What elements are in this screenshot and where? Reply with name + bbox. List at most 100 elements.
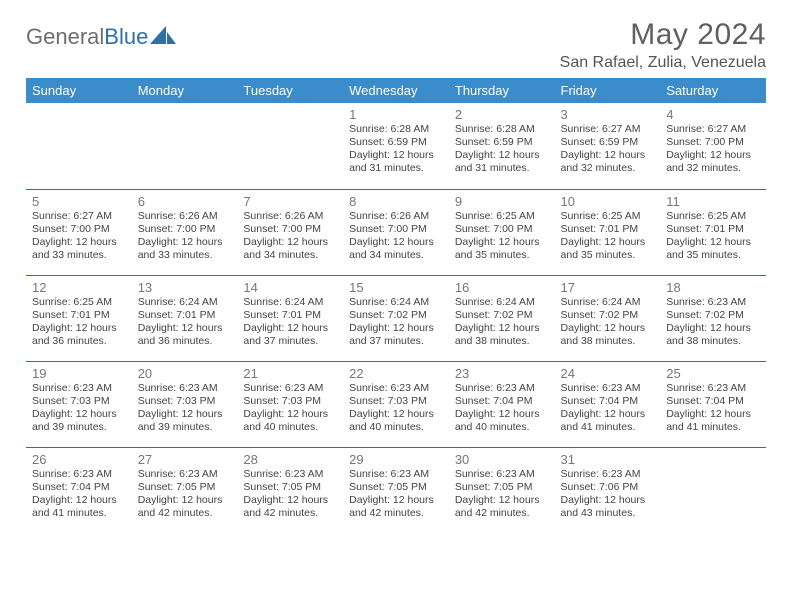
day-number: 12 bbox=[32, 280, 126, 295]
day-info: Sunrise: 6:26 AMSunset: 7:00 PMDaylight:… bbox=[138, 210, 232, 263]
calendar-cell: 16Sunrise: 6:24 AMSunset: 7:02 PMDayligh… bbox=[449, 275, 555, 361]
day-info: Sunrise: 6:24 AMSunset: 7:02 PMDaylight:… bbox=[349, 296, 443, 349]
day-number: 29 bbox=[349, 452, 443, 467]
calendar-cell: 22Sunrise: 6:23 AMSunset: 7:03 PMDayligh… bbox=[343, 361, 449, 447]
weekday-header: Monday bbox=[132, 78, 238, 103]
day-number: 22 bbox=[349, 366, 443, 381]
calendar-cell: 10Sunrise: 6:25 AMSunset: 7:01 PMDayligh… bbox=[555, 189, 661, 275]
day-number: 11 bbox=[666, 194, 760, 209]
day-info: Sunrise: 6:25 AMSunset: 7:01 PMDaylight:… bbox=[32, 296, 126, 349]
day-info: Sunrise: 6:23 AMSunset: 7:06 PMDaylight:… bbox=[561, 468, 655, 521]
day-number: 19 bbox=[32, 366, 126, 381]
logo-text-blue: Blue bbox=[104, 24, 148, 50]
day-number: 9 bbox=[455, 194, 549, 209]
calendar-cell: 21Sunrise: 6:23 AMSunset: 7:03 PMDayligh… bbox=[237, 361, 343, 447]
day-number: 28 bbox=[243, 452, 337, 467]
calendar-table: SundayMondayTuesdayWednesdayThursdayFrid… bbox=[26, 78, 766, 533]
calendar-row: 1 Sunrise: 6:28 AMSunset: 6:59 PMDaylight… bbox=[26, 103, 766, 189]
day-number: 7 bbox=[243, 194, 337, 209]
month-title: May 2024 bbox=[560, 18, 766, 52]
logo: GeneralBlue bbox=[26, 18, 176, 50]
day-number: 21 bbox=[243, 366, 337, 381]
day-info: Sunrise: 6:23 AMSunset: 7:05 PMDaylight:… bbox=[138, 468, 232, 521]
day-info: Sunrise: 6:24 AMSunset: 7:01 PMDaylight:… bbox=[243, 296, 337, 349]
calendar-cell-empty bbox=[26, 103, 132, 189]
logo-text-general: General bbox=[26, 24, 104, 50]
calendar-cell: 11Sunrise: 6:25 AMSunset: 7:01 PMDayligh… bbox=[660, 189, 766, 275]
day-number: 6 bbox=[138, 194, 232, 209]
calendar-cell: 27Sunrise: 6:23 AMSunset: 7:05 PMDayligh… bbox=[132, 447, 238, 533]
calendar-cell: 19Sunrise: 6:23 AMSunset: 7:03 PMDayligh… bbox=[26, 361, 132, 447]
weekday-header: Sunday bbox=[26, 78, 132, 103]
calendar-cell: 25Sunrise: 6:23 AMSunset: 7:04 PMDayligh… bbox=[660, 361, 766, 447]
day-number: 23 bbox=[455, 366, 549, 381]
calendar-cell: 2Sunrise: 6:28 AMSunset: 6:59 PMDaylight… bbox=[449, 103, 555, 189]
calendar-cell: 30Sunrise: 6:23 AMSunset: 7:05 PMDayligh… bbox=[449, 447, 555, 533]
calendar-cell: 5Sunrise: 6:27 AMSunset: 7:00 PMDaylight… bbox=[26, 189, 132, 275]
day-number: 25 bbox=[666, 366, 760, 381]
day-number: 31 bbox=[561, 452, 655, 467]
day-number: 27 bbox=[138, 452, 232, 467]
weekday-header: Tuesday bbox=[237, 78, 343, 103]
day-number: 15 bbox=[349, 280, 443, 295]
day-info: Sunrise: 6:23 AMSunset: 7:04 PMDaylight:… bbox=[561, 382, 655, 435]
weekday-header-row: SundayMondayTuesdayWednesdayThursdayFrid… bbox=[26, 78, 766, 103]
calendar-cell: 18Sunrise: 6:23 AMSunset: 7:02 PMDayligh… bbox=[660, 275, 766, 361]
day-number: 1 bbox=[349, 107, 443, 122]
calendar-body: 1 Sunrise: 6:28 AMSunset: 6:59 PMDaylight… bbox=[26, 103, 766, 533]
day-number: 26 bbox=[32, 452, 126, 467]
calendar-cell: 17Sunrise: 6:24 AMSunset: 7:02 PMDayligh… bbox=[555, 275, 661, 361]
day-info: Sunrise: 6:23 AMSunset: 7:02 PMDaylight:… bbox=[666, 296, 760, 349]
calendar-cell: 3Sunrise: 6:27 AMSunset: 6:59 PMDaylight… bbox=[555, 103, 661, 189]
calendar-cell: 1Sunrise: 6:28 AMSunset: 6:59 PMDaylight… bbox=[343, 103, 449, 189]
day-info: Sunrise: 6:23 AMSunset: 7:03 PMDaylight:… bbox=[138, 382, 232, 435]
calendar-cell: 26Sunrise: 6:23 AMSunset: 7:04 PMDayligh… bbox=[26, 447, 132, 533]
day-number: 3 bbox=[561, 107, 655, 122]
calendar-cell: 7Sunrise: 6:26 AMSunset: 7:00 PMDaylight… bbox=[237, 189, 343, 275]
day-info: Sunrise: 6:24 AMSunset: 7:02 PMDaylight:… bbox=[455, 296, 549, 349]
day-info: Sunrise: 6:27 AMSunset: 7:00 PMDaylight:… bbox=[32, 210, 126, 263]
day-number: 24 bbox=[561, 366, 655, 381]
day-number: 5 bbox=[32, 194, 126, 209]
day-number: 17 bbox=[561, 280, 655, 295]
location: San Rafael, Zulia, Venezuela bbox=[560, 54, 766, 72]
day-number: 16 bbox=[455, 280, 549, 295]
weekday-header: Wednesday bbox=[343, 78, 449, 103]
day-number: 14 bbox=[243, 280, 337, 295]
calendar-cell: 23Sunrise: 6:23 AMSunset: 7:04 PMDayligh… bbox=[449, 361, 555, 447]
header: GeneralBlue May 2024 San Rafael, Zulia, … bbox=[26, 18, 766, 72]
calendar-cell: 4Sunrise: 6:27 AMSunset: 7:00 PMDaylight… bbox=[660, 103, 766, 189]
calendar-cell: 31Sunrise: 6:23 AMSunset: 7:06 PMDayligh… bbox=[555, 447, 661, 533]
calendar-row: 26Sunrise: 6:23 AMSunset: 7:04 PMDayligh… bbox=[26, 447, 766, 533]
day-number: 8 bbox=[349, 194, 443, 209]
day-info: Sunrise: 6:27 AMSunset: 7:00 PMDaylight:… bbox=[666, 123, 760, 176]
calendar-row: 5Sunrise: 6:27 AMSunset: 7:00 PMDaylight… bbox=[26, 189, 766, 275]
calendar-cell: 20Sunrise: 6:23 AMSunset: 7:03 PMDayligh… bbox=[132, 361, 238, 447]
calendar-row: 12Sunrise: 6:25 AMSunset: 7:01 PMDayligh… bbox=[26, 275, 766, 361]
day-info: Sunrise: 6:25 AMSunset: 7:01 PMDaylight:… bbox=[561, 210, 655, 263]
calendar-cell: 14Sunrise: 6:24 AMSunset: 7:01 PMDayligh… bbox=[237, 275, 343, 361]
calendar-cell: 12Sunrise: 6:25 AMSunset: 7:01 PMDayligh… bbox=[26, 275, 132, 361]
day-info: Sunrise: 6:23 AMSunset: 7:05 PMDaylight:… bbox=[349, 468, 443, 521]
day-info: Sunrise: 6:24 AMSunset: 7:02 PMDaylight:… bbox=[561, 296, 655, 349]
day-info: Sunrise: 6:23 AMSunset: 7:03 PMDaylight:… bbox=[32, 382, 126, 435]
day-info: Sunrise: 6:23 AMSunset: 7:05 PMDaylight:… bbox=[455, 468, 549, 521]
title-block: May 2024 San Rafael, Zulia, Venezuela bbox=[560, 18, 766, 72]
weekday-header: Thursday bbox=[449, 78, 555, 103]
day-info: Sunrise: 6:28 AMSunset: 6:59 PMDaylight:… bbox=[455, 123, 549, 176]
day-info: Sunrise: 6:23 AMSunset: 7:03 PMDaylight:… bbox=[243, 382, 337, 435]
day-info: Sunrise: 6:27 AMSunset: 6:59 PMDaylight:… bbox=[561, 123, 655, 176]
calendar-cell: 15Sunrise: 6:24 AMSunset: 7:02 PMDayligh… bbox=[343, 275, 449, 361]
day-number: 2 bbox=[455, 107, 549, 122]
day-info: Sunrise: 6:24 AMSunset: 7:01 PMDaylight:… bbox=[138, 296, 232, 349]
day-number: 10 bbox=[561, 194, 655, 209]
day-number: 18 bbox=[666, 280, 760, 295]
day-number: 4 bbox=[666, 107, 760, 122]
day-info: Sunrise: 6:23 AMSunset: 7:03 PMDaylight:… bbox=[349, 382, 443, 435]
calendar-cell: 6Sunrise: 6:26 AMSunset: 7:00 PMDaylight… bbox=[132, 189, 238, 275]
weekday-header: Friday bbox=[555, 78, 661, 103]
calendar-cell: 28Sunrise: 6:23 AMSunset: 7:05 PMDayligh… bbox=[237, 447, 343, 533]
calendar-cell-empty bbox=[132, 103, 238, 189]
day-info: Sunrise: 6:26 AMSunset: 7:00 PMDaylight:… bbox=[243, 210, 337, 263]
calendar-cell: 13Sunrise: 6:24 AMSunset: 7:01 PMDayligh… bbox=[132, 275, 238, 361]
